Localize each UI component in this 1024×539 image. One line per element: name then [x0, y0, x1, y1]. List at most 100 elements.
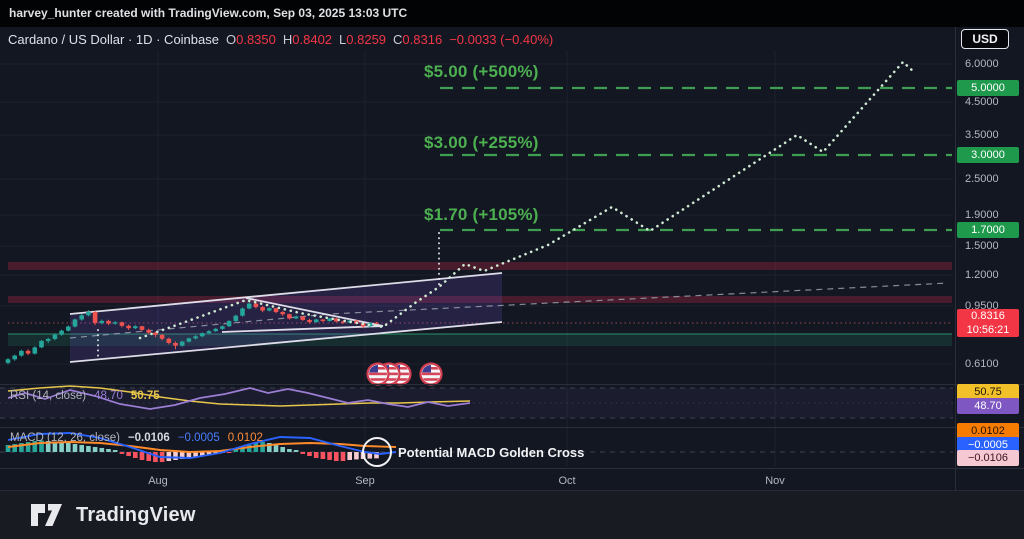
- candle: [313, 319, 319, 323]
- price-target-label[interactable]: $1.70 (+105%): [424, 205, 539, 224]
- candle: [267, 308, 272, 311]
- ohlc-item: C0.8316: [393, 31, 443, 47]
- channel-trendline[interactable]: [69, 321, 503, 363]
- candle: [186, 338, 192, 342]
- resistance-zone[interactable]: [8, 262, 952, 270]
- macd-histogram-bar: [200, 452, 205, 457]
- candle: [287, 314, 292, 319]
- flag-canton: [369, 365, 378, 373]
- candle: [260, 307, 265, 311]
- macd-histogram-bar: [86, 446, 91, 452]
- symbol-title[interactable]: Cardano / US Dollar · 1D · Coinbase: [8, 31, 219, 47]
- candle: [340, 321, 346, 323]
- macd-histogram-bar: [32, 441, 38, 452]
- macd-histogram-bar: [99, 447, 105, 452]
- candle: [213, 328, 218, 332]
- macd-histogram-bar: [106, 449, 111, 452]
- time-axis[interactable]: Aug Sep Oct Nov: [0, 469, 955, 490]
- macd-histogram-bar: [45, 441, 51, 452]
- candle: [173, 342, 178, 346]
- flag-stripe: [369, 372, 387, 376]
- macd-histogram-bar: [367, 452, 373, 459]
- macd-histogram-bar: [287, 449, 292, 452]
- candle: [72, 319, 78, 327]
- candle: [59, 330, 64, 335]
- candle: [253, 303, 259, 308]
- flag-canton: [422, 365, 431, 373]
- rsi-ma-value: 50.75: [130, 390, 160, 402]
- rsi-legend[interactable]: RSI (14, close) 48.70 50.75: [10, 390, 160, 402]
- macd-histogram-bar: [240, 447, 245, 452]
- tradingview-brand-text: TradingView: [76, 503, 196, 526]
- candle: [280, 312, 285, 315]
- macd-histogram-bar: [206, 452, 212, 455]
- macd-histogram-bar: [72, 444, 78, 452]
- candle: [327, 318, 332, 322]
- golden-cross-annotation[interactable]: Potential MACD Golden Cross: [398, 445, 585, 460]
- candle: [200, 333, 205, 337]
- candle: [233, 315, 239, 322]
- price-target-label[interactable]: $5.00 (+500%): [424, 62, 539, 81]
- macd-histogram-bar: [273, 444, 279, 452]
- candle: [32, 347, 38, 354]
- ohlc-item: L0.8259: [339, 31, 387, 47]
- candle: [66, 326, 71, 331]
- candle: [146, 329, 151, 333]
- golden-cross-circle[interactable]: [362, 437, 392, 467]
- candle: [45, 338, 51, 341]
- macd-histogram-bar: [334, 452, 339, 461]
- macd-histogram-bar: [300, 452, 306, 454]
- time-axis-label: Oct: [558, 475, 576, 487]
- macd-histogram-bar: [267, 443, 272, 452]
- price-axis-badge: 3.0000: [957, 147, 1019, 163]
- projected-path[interactable]: [138, 60, 916, 340]
- candle: [52, 334, 58, 339]
- flag-stripe: [369, 378, 387, 381]
- channel-trendline[interactable]: [69, 272, 503, 315]
- channel-drawing[interactable]: [70, 273, 502, 362]
- tradingview-logo-icon[interactable]: [28, 500, 66, 530]
- macd-histogram-bar: [246, 444, 252, 452]
- macd-histogram-bar: [233, 449, 239, 452]
- macd-histogram-bar: [293, 450, 299, 452]
- candle: [246, 303, 252, 309]
- candle: [320, 319, 326, 322]
- candle: [139, 326, 145, 330]
- macd-histogram-bar: [173, 452, 178, 460]
- price-axis[interactable]: 6.0000 4.5000 3.5000 2.5000 1.9000 1.5000 1.20…: [955, 27, 1024, 490]
- price-axis-label: 0.6100: [965, 358, 999, 370]
- price-target-label[interactable]: $3.00 (+255%): [424, 133, 539, 152]
- candle: [179, 341, 185, 346]
- footer: TradingView: [0, 490, 1024, 539]
- candle: [153, 332, 158, 335]
- mid-channel-dashed-line[interactable]: [69, 282, 949, 339]
- price-axis-label: 2.5000: [965, 173, 999, 185]
- candle: [79, 315, 84, 320]
- resistance-zone[interactable]: [8, 296, 952, 303]
- macd-histogram-bar: [153, 452, 158, 463]
- support-zone[interactable]: [8, 334, 952, 346]
- triangle-trendline[interactable]: [245, 297, 384, 327]
- watermark-text: harvey_hunter created with TradingView.c…: [9, 6, 408, 20]
- price-axis-badge: 0.0102: [957, 423, 1019, 439]
- macd-histogram-bar: [354, 452, 359, 460]
- flag-stripe: [422, 378, 440, 381]
- macd-histogram-bar: [92, 447, 98, 452]
- triangle-trendline[interactable]: [221, 325, 384, 333]
- candle: [99, 320, 105, 324]
- rsi-line: [7, 387, 471, 410]
- macd-histogram-bar: [79, 444, 84, 452]
- macd-histogram-bar: [193, 452, 198, 457]
- macd-histogram-bar: [139, 452, 145, 460]
- macd-legend-title: MACD (12, 26, close): [10, 432, 120, 444]
- flag-stripe: [380, 378, 398, 381]
- macd-histogram-bar: [280, 447, 285, 452]
- macd-hist-value: −0.0106: [127, 432, 170, 444]
- macd-histogram-bar: [313, 452, 319, 458]
- macd-legend[interactable]: MACD (12, 26, close) −0.0106 −0.0005 0.0…: [10, 432, 263, 444]
- currency-toggle-button[interactable]: USD: [961, 29, 1009, 49]
- time-axis-label: Nov: [765, 475, 785, 487]
- macd-histogram-bar: [133, 452, 138, 458]
